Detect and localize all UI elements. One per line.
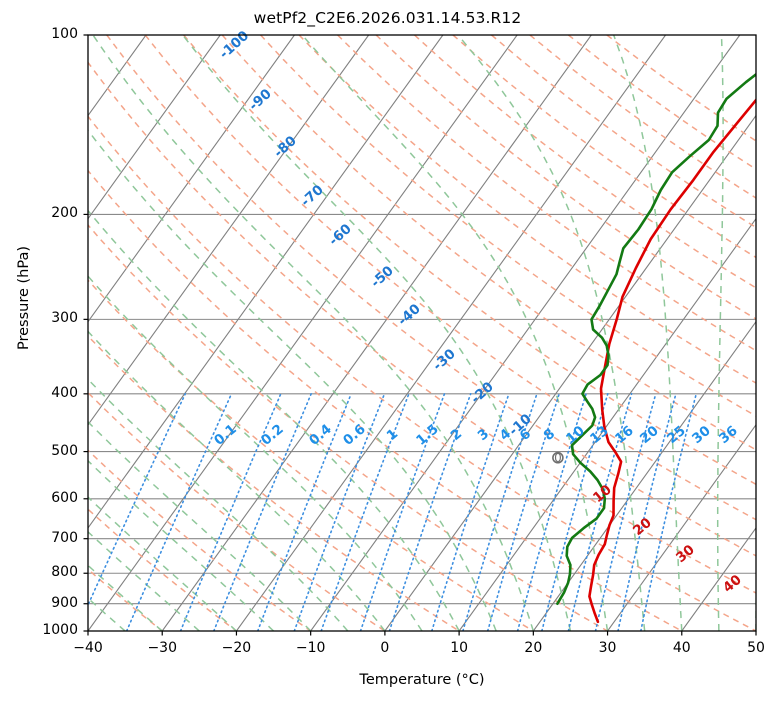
moist-adiabat-line: [92, 35, 535, 631]
sounding-profiles: 0: [552, 72, 756, 624]
profile-line-dewpoint: [556, 72, 756, 605]
lcl-marker-label: 0: [554, 451, 562, 465]
isotherm-line: [384, 114, 756, 631]
plot-border: [87, 34, 757, 632]
dry-adiabat-line: [298, 35, 756, 384]
isotherm-line: [458, 217, 756, 631]
y-tick-label: 800: [51, 564, 78, 581]
lcl-marker[interactable]: [552, 451, 564, 464]
dry-adiabat-line: [375, 35, 756, 320]
mixing-ratio-line: [388, 393, 472, 631]
moist-adiabat-line: [88, 330, 386, 631]
isotherm-line: [755, 630, 756, 631]
dry-adiabat-line: [144, 35, 756, 521]
mixing-ratio-line: [462, 393, 538, 631]
profile-line-temperature: [588, 98, 756, 624]
moist-adiabat-line: [755, 561, 756, 631]
mixing-ratio-line: [541, 393, 609, 631]
moist-adiabat-line: [182, 35, 572, 631]
y-tick-label: 600: [51, 489, 78, 506]
moist-adiabat-line: [301, 35, 609, 631]
x-axis-label: Temperature (°C): [359, 672, 485, 688]
dry-adiabat-line: [88, 223, 608, 631]
plot-background: [88, 35, 756, 631]
isotherm-line: [532, 320, 756, 631]
x-tick-label: 30: [598, 640, 617, 656]
y-tick-label: 400: [51, 384, 78, 401]
dry-adiabat-line: [0, 187, 14, 631]
dry-adiabat-line: [88, 169, 683, 631]
x-tick-label: −10: [295, 640, 326, 656]
x-tick-label: 10: [450, 640, 469, 656]
mixing-ratio-line: [516, 393, 587, 631]
y-tick-label: 100: [51, 26, 78, 42]
dry-adiabat-line: [337, 35, 756, 352]
mixing-ratio-line: [213, 393, 312, 631]
x-tick-label: 50: [747, 640, 765, 656]
dry-adiabat-line: [88, 115, 756, 631]
moist-adiabat-line: [716, 35, 724, 631]
isotherm-line: [235, 35, 667, 631]
y-tick-label: 1000: [42, 622, 78, 638]
y-tick-label: 900: [51, 594, 78, 611]
x-tick-label: −20: [221, 640, 252, 656]
isotherm-line: [607, 423, 756, 631]
moist-adiabat-line: [88, 378, 349, 631]
mixing-ratio-line: [359, 393, 446, 631]
isotherm-line: [88, 35, 221, 220]
moist-adiabat-line: [88, 129, 497, 631]
moist-adiabat-line: [457, 35, 646, 631]
isotherm-line: [310, 35, 741, 631]
dry-adiabat-line: [88, 391, 386, 631]
dry-adiabat-line: [413, 35, 756, 289]
isotherm-line: [88, 35, 370, 426]
y-tick-label: 500: [51, 442, 78, 459]
x-tick-label: 20: [524, 640, 543, 656]
mixing-ratio-line: [594, 393, 657, 631]
x-tick-label: −40: [73, 640, 103, 656]
mixing-ratio-line: [320, 393, 410, 631]
axis-ticks: [83, 34, 757, 636]
y-tick-label: 700: [51, 529, 78, 546]
mixing-ratio-line: [640, 393, 698, 631]
mixing-ratio-line: [486, 393, 560, 631]
mixing-ratio-line: [293, 393, 386, 631]
mixing-ratio-line: [179, 393, 282, 631]
y-tick-label: 300: [51, 310, 78, 327]
background-reference-lines: [0, 35, 756, 631]
mixing-ratio-line: [431, 393, 510, 631]
dry-adiabat-line: [88, 508, 237, 631]
moist-adiabat-line: [612, 35, 683, 631]
moist-adiabat-line: [88, 420, 312, 631]
chart-title: wetPf2_C2E6.2026.031.14.53.R12: [253, 9, 522, 27]
mixing-ratio-line: [617, 393, 677, 631]
dry-adiabat-line: [88, 61, 756, 594]
x-tick-label: 40: [672, 640, 691, 656]
x-tick-label: −30: [147, 640, 177, 656]
isotherm-line: [88, 35, 295, 323]
dry-adiabat-line: [88, 335, 460, 631]
isotherm-line: [88, 35, 444, 529]
isotherm-line: [681, 526, 756, 631]
dry-adiabat-line: [183, 35, 756, 486]
moist-adiabat-line: [88, 209, 460, 631]
isotherm-line: [161, 35, 592, 631]
mixing-ratio-line: [125, 393, 233, 631]
x-tick-label: 0: [380, 640, 390, 656]
dry-adiabat-line: [88, 568, 163, 631]
y-tick-label: 200: [51, 205, 78, 222]
